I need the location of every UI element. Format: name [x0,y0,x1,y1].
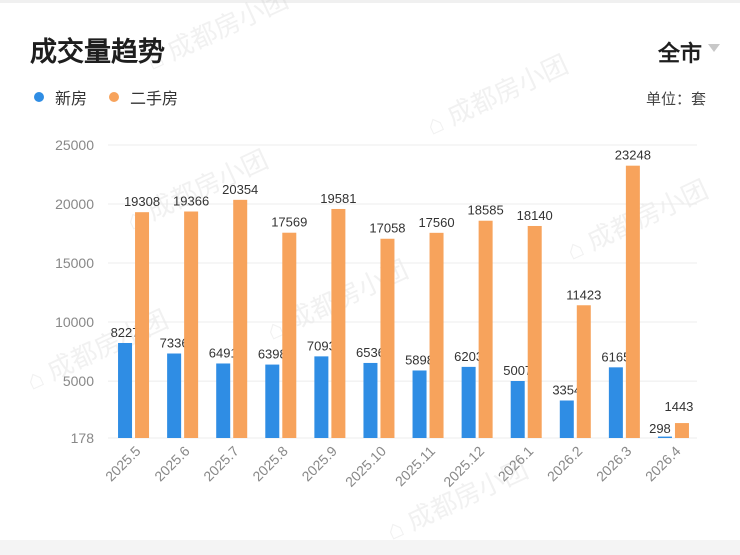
bar-second-hand [527,225,542,438]
data-label: 8227 [111,325,140,340]
y-tick-label: 25000 [55,137,94,153]
bar-new-home [167,353,182,438]
x-tick-label: 2025.6 [151,443,193,485]
y-tick-label: 10000 [55,314,94,330]
x-tick-label: 2025.8 [249,443,291,485]
data-label: 19366 [173,194,209,209]
bar-new-home [461,366,476,438]
data-label: 18585 [468,203,504,218]
data-label: 3354 [552,383,581,398]
bar-second-hand [331,208,346,438]
data-label: 6398 [258,347,287,362]
data-label: 18140 [517,208,553,223]
legend-item-new[interactable]: 新房 [34,85,87,109]
region-dropdown[interactable]: 全市 [657,41,702,66]
bar-second-hand [478,220,493,438]
bar-second-hand [282,232,297,438]
legend-dot-icon [109,92,120,102]
bottom-strip [0,540,740,555]
data-label: 6491 [209,345,238,360]
bar-second-hand [625,165,640,439]
bar-second-hand [429,232,444,438]
bar-second-hand [184,211,199,438]
top-divider [0,0,740,3]
x-tick-label: 2025.7 [200,443,242,485]
data-label: 7093 [307,338,336,353]
bar-second-hand [135,212,150,438]
data-label: 11423 [566,287,601,302]
data-label: 1443 [664,399,693,414]
data-label: 23248 [615,148,651,163]
data-label: 19581 [320,191,356,206]
legend-label: 二手房 [130,91,179,108]
y-tick-label: 15000 [55,255,94,271]
data-label: 19308 [124,194,160,209]
bar-new-home [118,342,133,438]
data-label: 6203 [454,349,483,364]
x-tick-label: 2026.3 [593,443,635,485]
bar-new-home [265,364,280,438]
x-tick-label: 2026.2 [544,443,586,485]
chart-title: 成交量趋势 [30,37,165,67]
bar-second-hand [674,423,689,438]
legend-dot-icon [34,92,44,102]
bar-new-home [216,363,231,438]
bar-new-home [314,356,329,438]
data-label: 6536 [356,345,385,360]
chevron-down-icon[interactable] [708,44,720,52]
data-label: 17058 [369,221,405,236]
data-label: 5007 [503,363,532,378]
bar-second-hand [576,305,591,438]
legend: 新房 二手房 [34,85,200,109]
x-tick-label: 2025.12 [440,443,487,490]
data-label: 20354 [222,182,258,197]
legend-item-second[interactable]: 二手房 [109,85,178,109]
data-label: 298 [649,421,671,436]
x-tick-label: 2025.9 [298,443,340,485]
x-tick-label: 2025.11 [392,443,439,490]
data-label: 17560 [418,215,454,230]
y-tick-label: 178 [71,430,95,446]
x-tick-label: 2025.5 [102,443,144,485]
bar-new-home [510,380,525,438]
data-label: 6165 [601,349,630,364]
bar-second-hand [233,199,248,438]
bar-new-home [363,362,378,438]
data-label: 17569 [271,215,307,230]
bar-second-hand [380,238,395,438]
bar-new-home [412,370,427,438]
x-tick-label: 2025.10 [342,443,389,490]
bar-new-home [559,400,574,438]
bar-new-home [608,367,623,438]
y-tick-label: 20000 [55,196,94,212]
data-label: 7336 [160,336,189,351]
data-label: 5898 [405,352,434,367]
bar-new-home [657,436,672,438]
legend-label: 新房 [55,91,88,108]
x-tick-label: 2026.1 [495,443,537,485]
unit-label: 单位：套 [645,91,706,108]
x-tick-label: 2026.4 [642,443,684,485]
y-tick-label: 5000 [63,373,94,389]
